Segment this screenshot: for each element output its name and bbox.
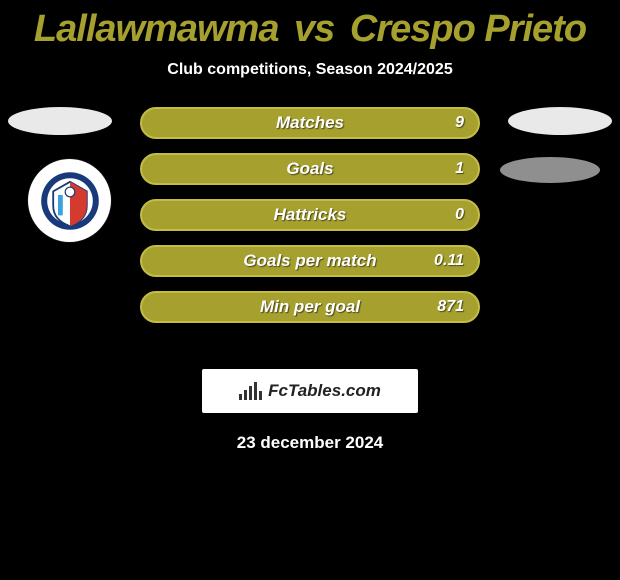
player2-name: Crespo Prieto (350, 8, 586, 50)
stat-row: Matches 9 (140, 107, 480, 139)
stat-label: Goals per match (243, 251, 376, 271)
stat-label: Hattricks (274, 205, 347, 225)
stat-rows: Matches 9 Goals 1 Hattricks 0 Goals per match 0… (140, 107, 480, 337)
right-placeholder-ellipse-1 (508, 107, 612, 135)
club-crest-icon (40, 171, 100, 231)
stat-label: Matches (276, 113, 344, 133)
right-placeholder-ellipse-2 (500, 157, 600, 183)
page-title: Lallawmawma vs Crespo Prieto (0, 0, 620, 51)
club-crest (28, 159, 111, 242)
stat-row: Hattricks 0 (140, 199, 480, 231)
player1-name: Lallawmawma (34, 8, 279, 50)
stat-label: Min per goal (260, 297, 360, 317)
bar-chart-icon (239, 382, 262, 400)
stat-value: 1 (455, 160, 464, 178)
logo-text: FcTables.com (268, 381, 381, 401)
stat-label: Goals (286, 159, 333, 179)
fctables-logo: FcTables.com (202, 369, 418, 413)
subtitle: Club competitions, Season 2024/2025 (0, 61, 620, 79)
stat-row: Goals 1 (140, 153, 480, 185)
vs-label: vs (294, 8, 334, 50)
left-placeholder-ellipse (8, 107, 112, 135)
stat-value: 871 (437, 298, 464, 316)
stat-value: 9 (455, 114, 464, 132)
stat-row: Min per goal 871 (140, 291, 480, 323)
stat-value: 0 (455, 206, 464, 224)
stat-value: 0.11 (434, 252, 464, 270)
stat-row: Goals per match 0.11 (140, 245, 480, 277)
date-label: 23 december 2024 (0, 433, 620, 453)
stats-area: Matches 9 Goals 1 Hattricks 0 Goals per match 0… (0, 107, 620, 347)
